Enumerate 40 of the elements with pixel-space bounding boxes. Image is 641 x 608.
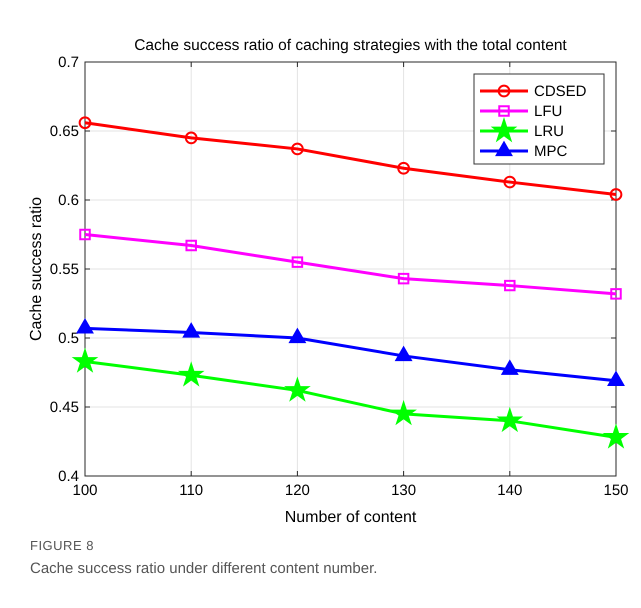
y-tick-label: 0.6 <box>58 192 79 209</box>
point <box>503 176 516 188</box>
point <box>182 323 200 338</box>
x-tick-label: 110 <box>179 482 204 499</box>
point <box>395 346 412 362</box>
point <box>76 319 94 334</box>
y-tick-label: 0.45 <box>50 399 79 416</box>
y-tick-label: 0.4 <box>58 468 79 485</box>
legend-label: LFU <box>534 103 562 120</box>
point <box>504 280 516 292</box>
x-tick-label: 150 <box>603 482 629 499</box>
y-tick-label: 0.55 <box>50 261 79 278</box>
y-axis-title: Cache success ratio <box>28 196 45 342</box>
x-tick-label: 120 <box>284 482 310 499</box>
point <box>289 328 306 344</box>
legend-label: CDSED <box>534 83 587 100</box>
point <box>397 162 410 175</box>
point <box>608 371 624 386</box>
point <box>78 116 92 130</box>
point <box>502 360 518 375</box>
point <box>185 240 197 252</box>
point <box>291 142 304 156</box>
x-tick-label: 100 <box>72 482 98 499</box>
y-tick-label: 0.65 <box>50 123 79 140</box>
point <box>610 188 622 201</box>
point <box>610 288 622 300</box>
point <box>79 228 91 240</box>
chart-title: Cache success ratio of caching strategies with the total content <box>134 37 568 54</box>
x-axis-title: Number of content <box>284 509 417 526</box>
y-tick-label: 0.5 <box>58 330 79 347</box>
x-tick-label: 140 <box>497 482 522 499</box>
caption: FIGURE 8 <box>30 538 94 553</box>
x-tick-label: 130 <box>391 482 416 499</box>
y-tick-label: 0.7 <box>58 54 79 71</box>
point <box>292 256 304 268</box>
legend-label: LRU <box>534 123 564 140</box>
point <box>184 132 198 144</box>
legend-label: MPC <box>534 143 568 160</box>
point <box>398 272 410 284</box>
text: Cache success ratio under different content number. <box>30 560 378 577</box>
